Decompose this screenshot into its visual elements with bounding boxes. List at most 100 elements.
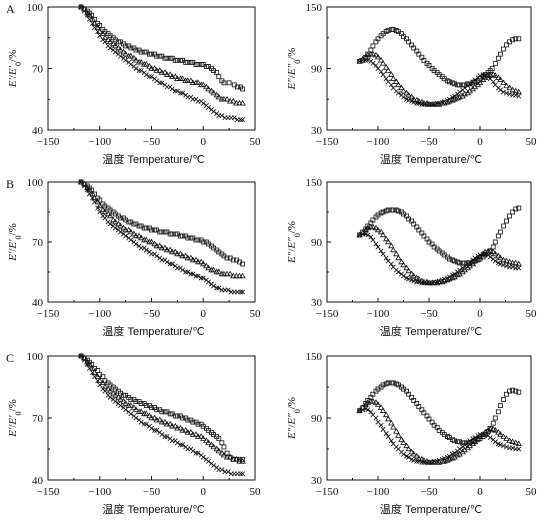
data-point-triangle bbox=[125, 226, 132, 233]
data-point-triangle bbox=[161, 244, 169, 251]
data-point-triangle bbox=[132, 56, 140, 63]
data-point-triangle bbox=[395, 432, 402, 438]
data-point-triangle bbox=[400, 439, 407, 445]
y-tick-label: 90 bbox=[311, 64, 323, 76]
data-point-triangle bbox=[408, 270, 415, 277]
data-point-square bbox=[385, 207, 391, 213]
data-point-cross bbox=[78, 4, 84, 10]
data-point-square bbox=[185, 417, 191, 423]
data-point-triangle bbox=[104, 385, 112, 392]
data-point-triangle bbox=[500, 433, 507, 439]
data-point-square bbox=[385, 28, 391, 33]
data-point-triangle bbox=[382, 411, 390, 418]
data-point-cross bbox=[500, 89, 506, 95]
data-point-cross bbox=[102, 215, 108, 221]
data-point-triangle bbox=[130, 230, 138, 237]
data-point-square bbox=[495, 409, 501, 415]
data-point-triangle bbox=[379, 231, 387, 238]
data-point-cross bbox=[193, 273, 199, 279]
data-point-cross bbox=[375, 244, 381, 250]
data-point-square bbox=[516, 389, 522, 395]
data-point-triangle bbox=[454, 271, 461, 278]
x-tick-label: −100 bbox=[88, 308, 111, 320]
y-axis-label: E′/E′0/% bbox=[7, 399, 23, 438]
x-axis-label: 温度 Temperature/℃ bbox=[380, 324, 482, 338]
data-point-triangle bbox=[500, 256, 507, 263]
data-point-triangle bbox=[158, 69, 166, 75]
data-point-cross bbox=[200, 100, 206, 106]
x-tick-label: 0 bbox=[477, 308, 483, 320]
data-point-triangle bbox=[163, 420, 171, 427]
data-point-triangle bbox=[410, 95, 417, 102]
data-point-cross bbox=[180, 442, 186, 448]
data-point-triangle bbox=[205, 439, 212, 445]
data-point-triangle bbox=[400, 261, 407, 268]
data-point-square bbox=[421, 410, 427, 416]
data-point-square bbox=[143, 403, 149, 409]
data-point-triangle bbox=[194, 79, 202, 86]
data-point-triangle bbox=[127, 228, 134, 235]
data-point-triangle bbox=[153, 67, 160, 73]
data-point-triangle bbox=[161, 69, 169, 75]
data-point-triangle bbox=[382, 64, 390, 70]
data-point-triangle bbox=[385, 67, 392, 73]
data-point-cross bbox=[143, 247, 149, 253]
data-point-cross bbox=[480, 72, 486, 78]
data-point-cross bbox=[133, 415, 139, 421]
data-point-triangle bbox=[398, 84, 405, 91]
data-point-triangle bbox=[166, 420, 174, 427]
data-point-cross bbox=[81, 8, 87, 14]
data-point-triangle bbox=[120, 224, 127, 231]
data-point-square bbox=[504, 42, 509, 48]
data-point-cross bbox=[172, 88, 178, 94]
y-tick-label: 150 bbox=[306, 351, 323, 363]
data-point-cross bbox=[231, 115, 237, 121]
data-point-triangle bbox=[393, 78, 400, 85]
data-point-triangle bbox=[379, 407, 387, 413]
data-point-triangle bbox=[120, 398, 127, 404]
data-point-triangle bbox=[239, 457, 246, 464]
data-point-cross bbox=[380, 251, 386, 257]
data-point-triangle bbox=[390, 246, 397, 253]
data-point-triangle bbox=[226, 97, 234, 104]
data-point-cross bbox=[95, 205, 101, 211]
data-point-triangle bbox=[509, 259, 516, 266]
data-point-square bbox=[457, 82, 463, 88]
data-point-triangle bbox=[156, 67, 163, 73]
data-point-cross bbox=[154, 253, 160, 259]
data-point-cross bbox=[238, 289, 243, 295]
data-point-cross bbox=[441, 455, 447, 461]
data-point-triangle bbox=[127, 52, 134, 59]
data-point-triangle bbox=[77, 352, 85, 359]
data-point-square bbox=[406, 39, 412, 45]
data-point-cross bbox=[174, 440, 180, 446]
data-point-triangle bbox=[487, 71, 494, 77]
data-point-triangle bbox=[151, 240, 158, 247]
data-point-triangle bbox=[179, 426, 186, 433]
data-point-cross bbox=[373, 415, 379, 421]
data-point-cross bbox=[492, 258, 498, 264]
data-point-triangle bbox=[137, 234, 145, 241]
data-point-square bbox=[452, 258, 457, 264]
data-point-square bbox=[235, 84, 240, 90]
data-point-triangle bbox=[169, 73, 176, 79]
data-point-square bbox=[230, 257, 236, 263]
data-point-cross bbox=[477, 73, 483, 79]
plot-frame bbox=[326, 6, 532, 131]
data-point-square bbox=[385, 380, 391, 386]
data-point-cross bbox=[507, 91, 513, 97]
data-point-square bbox=[513, 36, 519, 42]
x-tick-label: −150 bbox=[316, 308, 339, 320]
data-point-triangle bbox=[187, 254, 195, 261]
y-tick-label: 40 bbox=[32, 297, 44, 309]
data-point-triangle bbox=[208, 87, 215, 94]
data-point-cross bbox=[200, 275, 206, 281]
data-point-cross bbox=[401, 451, 406, 457]
data-point-cross bbox=[107, 394, 113, 400]
data-point-triangle bbox=[184, 254, 191, 261]
data-point-cross bbox=[162, 434, 168, 440]
data-point-triangle bbox=[177, 424, 184, 431]
data-point-square bbox=[180, 415, 185, 421]
data-point-cross bbox=[414, 100, 420, 106]
